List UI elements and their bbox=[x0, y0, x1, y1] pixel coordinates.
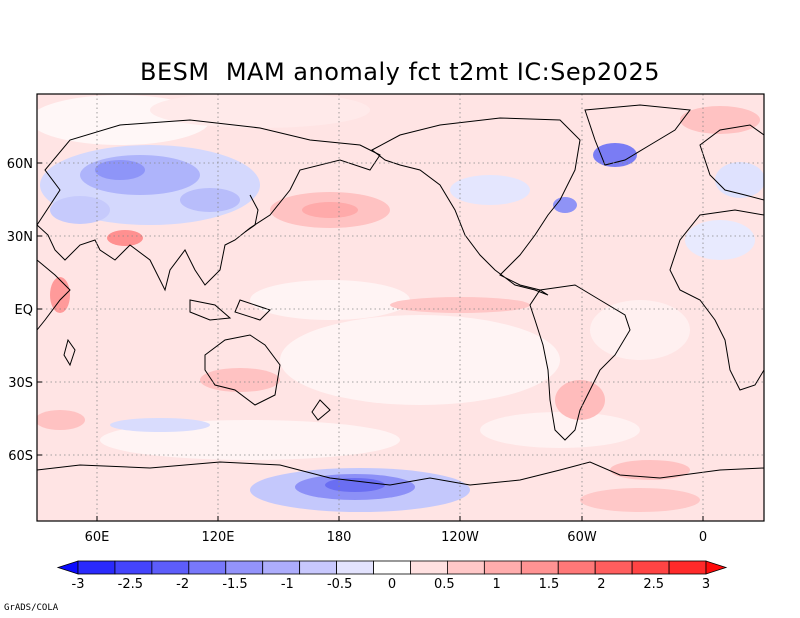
colorbar-tick-label: -1 bbox=[281, 577, 294, 592]
colorbar-segment bbox=[668, 560, 707, 575]
colorbar-tick-label: 2 bbox=[597, 577, 605, 592]
lat-label-30s: 30S bbox=[8, 376, 33, 391]
lat-label-eq: EQ bbox=[15, 303, 33, 318]
plot-frame bbox=[36, 93, 765, 522]
colorbar-segment bbox=[483, 560, 522, 575]
lon-label-120e: 120E bbox=[201, 530, 234, 545]
colorbar-segment bbox=[336, 560, 374, 575]
colorbar-tick-label: -0.5 bbox=[327, 577, 352, 592]
colorbar-segment bbox=[631, 560, 670, 575]
colorbar-segment bbox=[151, 560, 190, 575]
lon-label-0: 0 bbox=[699, 530, 707, 545]
colorbar-segment bbox=[225, 560, 264, 575]
colorbar-segment bbox=[594, 560, 633, 575]
colorbar-segment bbox=[262, 560, 301, 575]
colorbar-arrow-high bbox=[705, 560, 728, 575]
lat-label-60s: 60S bbox=[8, 449, 33, 464]
map-title: BESM MAM anomaly fct t2mt IC:Sep2025 bbox=[140, 58, 660, 86]
colorbar-segment bbox=[114, 560, 153, 575]
colorbar-arrow-low bbox=[56, 560, 79, 575]
colorbar-tick-label: -3 bbox=[72, 577, 85, 592]
colorbar: -3 -2.5 -2 -1.5 -1 -0.5 0 0.5 1 1.5 2 2.5 3 bbox=[56, 560, 728, 592]
anomaly-patches bbox=[37, 94, 764, 512]
cold-anomaly-greenland bbox=[593, 143, 637, 167]
lon-label-180: 180 bbox=[327, 530, 352, 545]
lon-label-60w: 60W bbox=[567, 530, 597, 545]
lat-label-30n: 30N bbox=[7, 230, 33, 245]
lat-label-60n: 60N bbox=[7, 157, 33, 172]
colorbar-segment bbox=[299, 560, 337, 575]
colorbar-segment bbox=[188, 560, 227, 575]
colorbar-segment bbox=[520, 560, 559, 575]
colorbar-tick-label: 2.5 bbox=[643, 577, 664, 592]
colorbar-segment bbox=[447, 560, 485, 575]
graticule bbox=[37, 94, 764, 521]
map-plot-area bbox=[37, 94, 764, 521]
colorbar-tick-label: 3 bbox=[702, 577, 710, 592]
axis-ticks bbox=[37, 162, 704, 521]
credit-label: GrADS/COLA bbox=[4, 603, 59, 613]
colorbar-segment bbox=[410, 560, 448, 575]
colorbar-tick-label: -1.5 bbox=[222, 577, 247, 592]
colorbar-tick-label: 1.5 bbox=[539, 577, 560, 592]
colorbar-segment bbox=[557, 560, 596, 575]
colorbar-tick-label: 0.5 bbox=[434, 577, 455, 592]
lon-label-120w: 120W bbox=[441, 530, 479, 545]
colorbar-tick-label: -2 bbox=[176, 577, 189, 592]
colorbar-tick-label: 0 bbox=[388, 577, 396, 592]
colorbar-segment bbox=[373, 560, 411, 575]
lon-label-60e: 60E bbox=[85, 530, 110, 545]
colorbar-segment bbox=[77, 560, 116, 575]
colorbar-tick-label: 1 bbox=[493, 577, 501, 592]
colorbar-tick-label: -2.5 bbox=[118, 577, 143, 592]
coastlines bbox=[37, 104, 764, 486]
